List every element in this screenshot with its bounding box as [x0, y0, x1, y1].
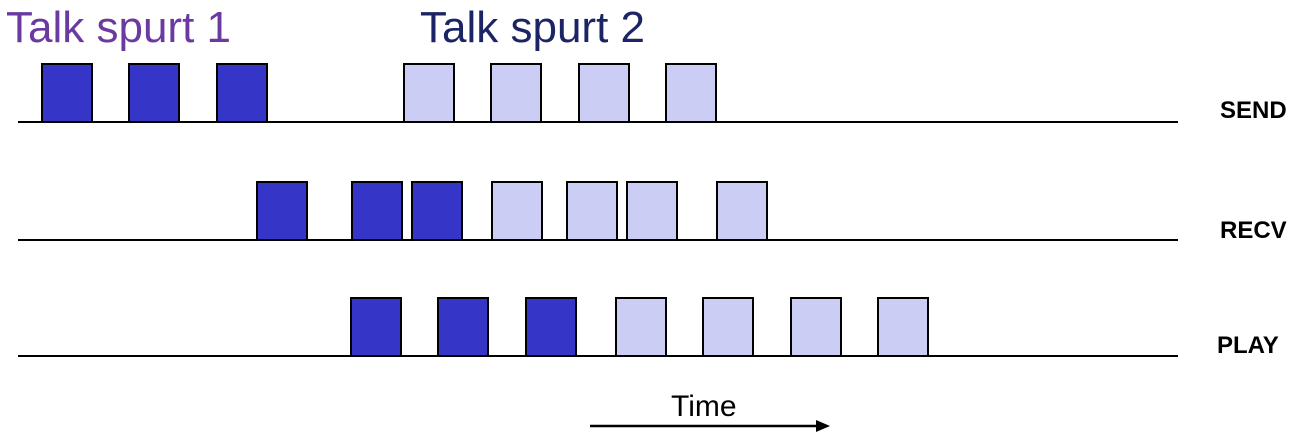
talk-spurt-2-label: Talk spurt 2 — [420, 3, 645, 52]
send-packet — [665, 63, 717, 123]
talk-spurt-1-label: Talk spurt 1 — [6, 3, 231, 52]
play-packet — [877, 297, 929, 357]
recv-row-label: RECV — [1220, 217, 1287, 244]
play-packet — [702, 297, 754, 357]
recv-packet — [566, 181, 618, 241]
recv-packet — [351, 181, 403, 241]
time-label: Time — [671, 390, 737, 423]
time-arrow-icon — [590, 420, 830, 432]
recv-packet — [626, 181, 678, 241]
send-packet — [41, 63, 93, 123]
play-packet — [437, 297, 489, 357]
play-row-label: PLAY — [1217, 332, 1279, 359]
play-packet — [790, 297, 842, 357]
recv-packet — [256, 181, 308, 241]
send-packet — [578, 63, 630, 123]
recv-packet — [716, 181, 768, 241]
send-packet — [216, 63, 268, 123]
play-packet — [615, 297, 667, 357]
recv-packet — [491, 181, 543, 241]
play-packet — [525, 297, 577, 357]
send-row-label: SEND — [1220, 97, 1287, 124]
send-packet — [403, 63, 455, 123]
recv-packet — [411, 181, 463, 241]
send-packet — [128, 63, 180, 123]
play-baseline — [18, 355, 1178, 357]
play-packet — [350, 297, 402, 357]
send-packet — [490, 63, 542, 123]
